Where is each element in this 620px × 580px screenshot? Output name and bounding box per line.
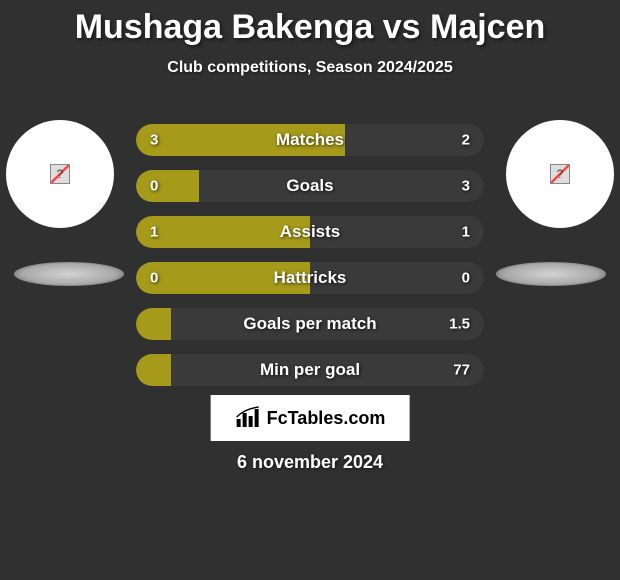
branding-text: FcTables.com xyxy=(267,408,386,429)
stat-label: Matches xyxy=(276,130,344,150)
vs-label: vs xyxy=(383,8,421,46)
stat-row: 0 0 Hattricks xyxy=(136,262,484,294)
player1-avatar: ? xyxy=(6,120,114,228)
stat-label: Min per goal xyxy=(260,360,360,380)
stat-value-right: 77 xyxy=(453,362,470,379)
stat-label: Assists xyxy=(280,222,340,242)
stat-value-right: 0 xyxy=(462,270,470,287)
player2-name: Majcen xyxy=(430,8,545,46)
stat-value-right: 1 xyxy=(462,224,470,241)
stat-label: Hattricks xyxy=(274,268,347,288)
stat-value-left: 0 xyxy=(150,178,158,195)
comparison-title: Mushaga Bakenga vs Majcen xyxy=(0,0,620,47)
broken-image-icon: ? xyxy=(50,164,70,184)
player2-avatar: ? xyxy=(506,120,614,228)
stat-row: 1 1 Assists xyxy=(136,216,484,248)
stat-label: Goals xyxy=(286,176,333,196)
stat-value-left: 3 xyxy=(150,132,158,149)
player1-name: Mushaga Bakenga xyxy=(75,8,374,46)
stat-row: 1.5 Goals per match xyxy=(136,308,484,340)
stat-value-right: 3 xyxy=(462,178,470,195)
subtitle: Club competitions, Season 2024/2025 xyxy=(0,59,620,77)
player1-shadow xyxy=(14,262,124,286)
branding-badge: FcTables.com xyxy=(211,395,410,441)
date-label: 6 november 2024 xyxy=(0,452,620,473)
stat-fill-left xyxy=(136,170,199,202)
broken-image-icon: ? xyxy=(550,164,570,184)
stat-value-right: 1.5 xyxy=(449,316,470,333)
stat-fill-left xyxy=(136,308,171,340)
stat-fill-left xyxy=(136,354,171,386)
stats-container: 3 2 Matches 0 3 Goals 1 1 Assists 0 0 Hattricks 1.5 G… xyxy=(136,124,484,400)
stat-value-right: 2 xyxy=(462,132,470,149)
stat-row: 0 3 Goals xyxy=(136,170,484,202)
stat-label: Goals per match xyxy=(243,314,376,334)
player2-shadow xyxy=(496,262,606,286)
stat-value-left: 1 xyxy=(150,224,158,241)
stat-row: 77 Min per goal xyxy=(136,354,484,386)
fctables-logo-icon xyxy=(235,405,261,431)
stat-row: 3 2 Matches xyxy=(136,124,484,156)
stat-value-left: 0 xyxy=(150,270,158,287)
